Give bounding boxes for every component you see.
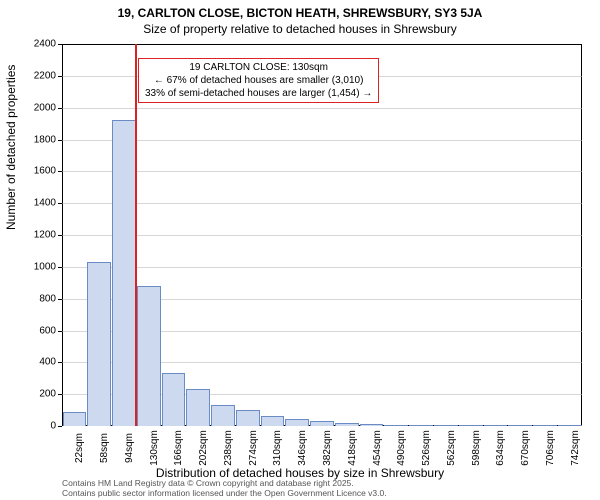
histogram-bar — [112, 120, 136, 426]
x-tick-label: 238sqm — [223, 430, 234, 466]
x-tick-label: 742sqm — [570, 430, 581, 466]
plot-area: 0200400600800100012001400160018002000220… — [62, 44, 582, 426]
annotation-line3: 33% of semi-detached houses are larger (… — [145, 87, 372, 100]
x-tick-label: 634sqm — [495, 430, 506, 466]
y-tick-label: 2200 — [34, 70, 56, 81]
y-tick-label: 400 — [39, 357, 56, 368]
histogram-bar — [360, 424, 384, 426]
marker-line — [135, 44, 137, 426]
y-tick-mark — [58, 426, 62, 427]
y-tick-label: 2400 — [34, 39, 56, 50]
x-tick-label: 454sqm — [372, 430, 383, 466]
footer-line1: Contains HM Land Registry data © Crown c… — [62, 478, 387, 488]
x-tick-label: 382sqm — [322, 430, 333, 466]
annotation-line1: 19 CARLTON CLOSE: 130sqm — [145, 61, 372, 74]
x-tick-label: 490sqm — [396, 430, 407, 466]
histogram-bar — [533, 425, 557, 426]
histogram-bar — [211, 405, 235, 426]
footer-line2: Contains public sector information licen… — [62, 488, 387, 498]
histogram-bar — [261, 416, 285, 426]
histogram-bar — [508, 425, 532, 426]
x-tick-label: 526sqm — [421, 430, 432, 466]
y-tick-label: 1400 — [34, 198, 56, 209]
x-tick-label: 598sqm — [471, 430, 482, 466]
histogram-bar — [285, 419, 309, 426]
histogram-bar — [459, 425, 483, 426]
y-tick-label: 0 — [50, 421, 56, 432]
y-tick-label: 800 — [39, 293, 56, 304]
y-tick-label: 600 — [39, 325, 56, 336]
x-tick-label: 706sqm — [545, 430, 556, 466]
chart-title-sub: Size of property relative to detached ho… — [0, 22, 600, 36]
histogram-bar — [558, 425, 582, 426]
histogram-bar — [384, 425, 408, 426]
y-tick-label: 2000 — [34, 102, 56, 113]
x-tick-label: 670sqm — [520, 430, 531, 466]
x-tick-label: 94sqm — [124, 433, 135, 463]
histogram-bar — [87, 262, 111, 426]
x-tick-label: 562sqm — [446, 430, 457, 466]
x-tick-label: 22sqm — [74, 433, 85, 463]
histogram-bar — [409, 425, 433, 426]
x-tick-label: 202sqm — [198, 430, 209, 466]
histogram-bar — [335, 423, 359, 427]
histogram-bar — [434, 425, 458, 426]
histogram-bar — [484, 425, 508, 426]
x-tick-label: 310sqm — [272, 430, 283, 466]
histogram-bar — [162, 373, 186, 426]
histogram-bar — [236, 410, 260, 426]
y-tick-label: 200 — [39, 389, 56, 400]
y-tick-label: 1000 — [34, 261, 56, 272]
histogram-bar — [310, 421, 334, 426]
y-axis-label: Number of detached properties — [4, 65, 18, 230]
x-tick-label: 58sqm — [99, 433, 110, 463]
histogram-bar — [186, 389, 210, 426]
footer-attribution: Contains HM Land Registry data © Crown c… — [62, 478, 387, 498]
x-tick-label: 130sqm — [149, 430, 160, 466]
y-tick-label: 1200 — [34, 230, 56, 241]
chart-title-main: 19, CARLTON CLOSE, BICTON HEATH, SHREWSB… — [0, 6, 600, 20]
x-tick-label: 346sqm — [297, 430, 308, 466]
x-tick-label: 418sqm — [347, 430, 358, 466]
y-tick-label: 1600 — [34, 166, 56, 177]
annotation-line2: ← 67% of detached houses are smaller (3,… — [145, 74, 372, 87]
histogram-bar — [63, 412, 87, 426]
annotation-box: 19 CARLTON CLOSE: 130sqm← 67% of detache… — [138, 58, 379, 103]
x-tick-label: 274sqm — [248, 430, 259, 466]
x-tick-label: 166sqm — [173, 430, 184, 466]
y-tick-label: 1800 — [34, 134, 56, 145]
histogram-bar — [137, 286, 161, 426]
